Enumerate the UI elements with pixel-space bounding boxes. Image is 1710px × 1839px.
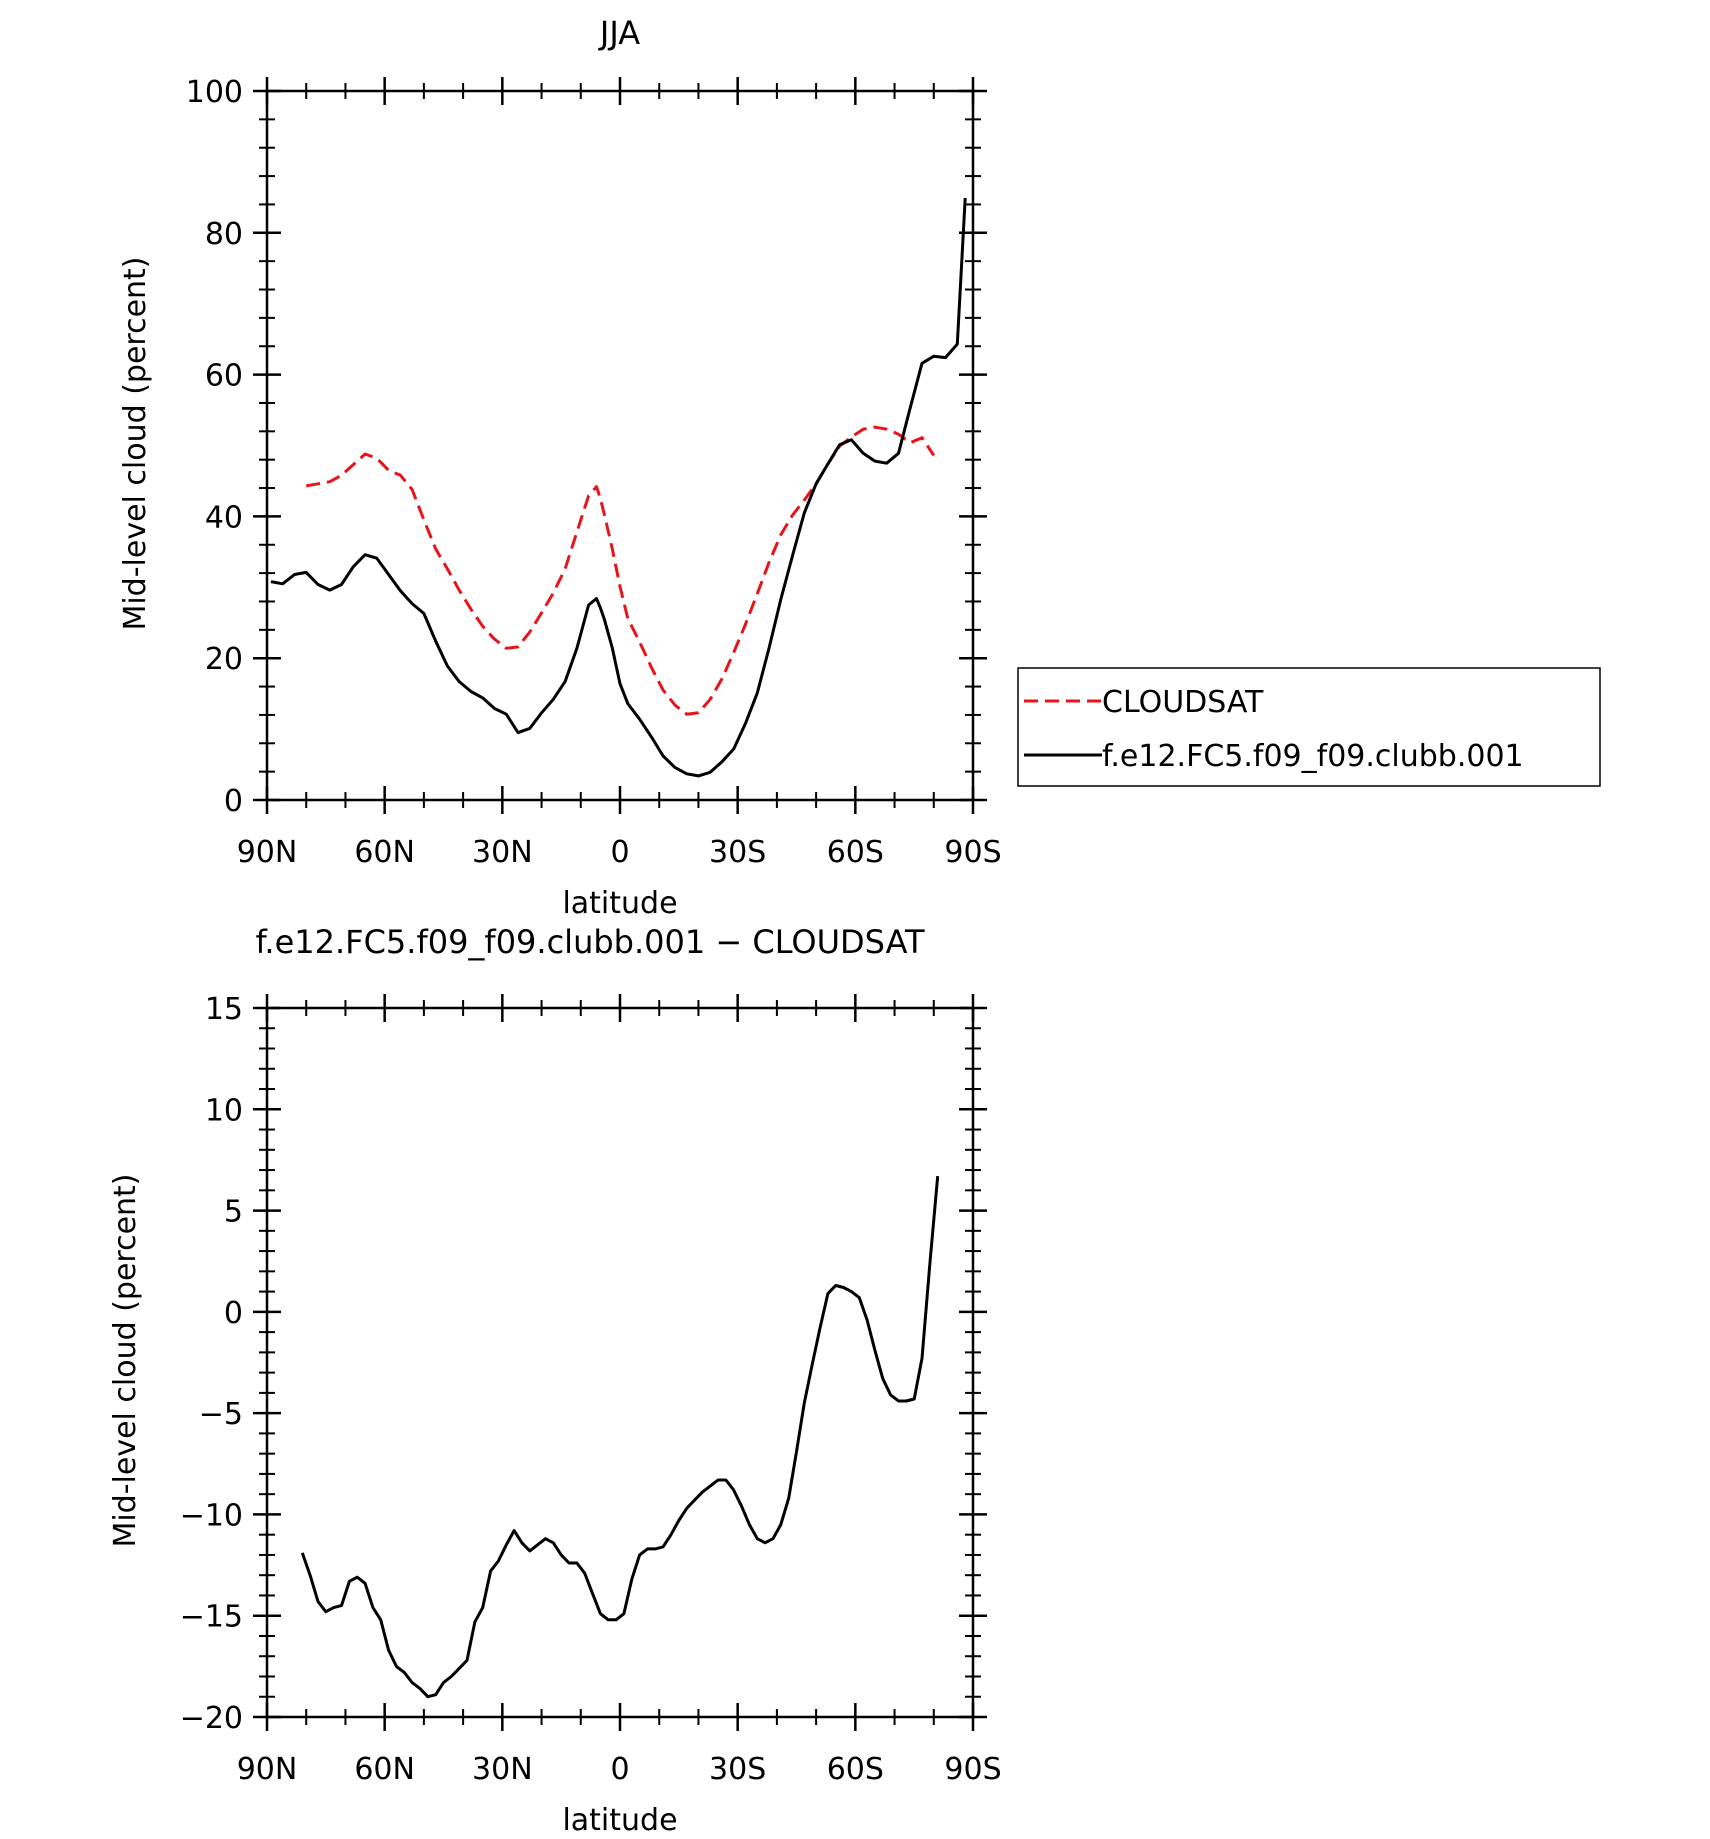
y-tick-label: −20	[180, 1701, 243, 1736]
y-tick-label: 100	[186, 75, 243, 110]
y-tick-label: 40	[205, 500, 243, 535]
y-tick-label: −10	[180, 1498, 243, 1533]
y-axis-label: Mid-level cloud (percent)	[108, 1173, 143, 1547]
y-tick-label: 20	[205, 642, 243, 677]
x-axis-label: latitude	[562, 886, 677, 921]
legend-top: CLOUDSAT f.e12.FC5.f09_f09.clubb.001	[1017, 667, 1601, 787]
y-tick-label: 5	[224, 1195, 243, 1230]
plot-frame	[265, 1006, 975, 1719]
x-tick-label: 30S	[709, 835, 766, 870]
plot-frame	[265, 89, 975, 802]
y-tick-label: −5	[199, 1397, 243, 1432]
x-tick-label: 30S	[709, 1752, 766, 1787]
x-tick-label: 60S	[827, 835, 884, 870]
y-tick-label: 80	[205, 217, 243, 252]
y-tick-label: −15	[180, 1600, 243, 1635]
x-tick-label: 90N	[237, 1752, 298, 1787]
chart-title: JJA	[598, 14, 640, 52]
y-tick-label: 10	[205, 1093, 243, 1128]
x-tick-label: 0	[610, 1752, 629, 1787]
x-tick-label: 60N	[354, 835, 415, 870]
chart-title: f.e12.FC5.f09_f09.clubb.001 − CLOUDSAT	[255, 923, 925, 961]
x-tick-label: 60S	[827, 1752, 884, 1787]
y-tick-label: 60	[205, 359, 243, 394]
x-tick-label: 90N	[237, 835, 298, 870]
series-line-cloudsat	[305, 425, 936, 716]
y-axis-label: Mid-level cloud (percent)	[118, 256, 153, 630]
y-tick-label: 0	[224, 784, 243, 819]
y-tick-label: 15	[205, 992, 243, 1027]
x-tick-label: 60N	[354, 1752, 415, 1787]
x-tick-label: 90S	[944, 1752, 1001, 1787]
x-tick-label: 90S	[944, 835, 1001, 870]
legend-box	[1017, 667, 1601, 787]
x-axis-label: latitude	[562, 1803, 677, 1838]
series-line-difference	[300, 1175, 940, 1699]
legend-label: CLOUDSAT	[1102, 685, 1264, 720]
legend-label: f.e12.FC5.f09_f09.clubb.001	[1102, 739, 1524, 774]
x-tick-label: 0	[610, 835, 629, 870]
chart-top-jja: 0 20 40 60 80 100 90N 60N 30N 0 30S 60S 90S JJA latitu…	[118, 14, 1002, 921]
x-tick-label: 30N	[472, 835, 533, 870]
series-line-model	[270, 198, 967, 778]
y-tick-label: 0	[224, 1296, 243, 1331]
chart-bottom-difference: −20 −15 −10 −5 0 5 10 15 90N 60N 30N 0 30S 60S 90S f.e1…	[108, 923, 1002, 1838]
x-tick-label: 30N	[472, 1752, 533, 1787]
